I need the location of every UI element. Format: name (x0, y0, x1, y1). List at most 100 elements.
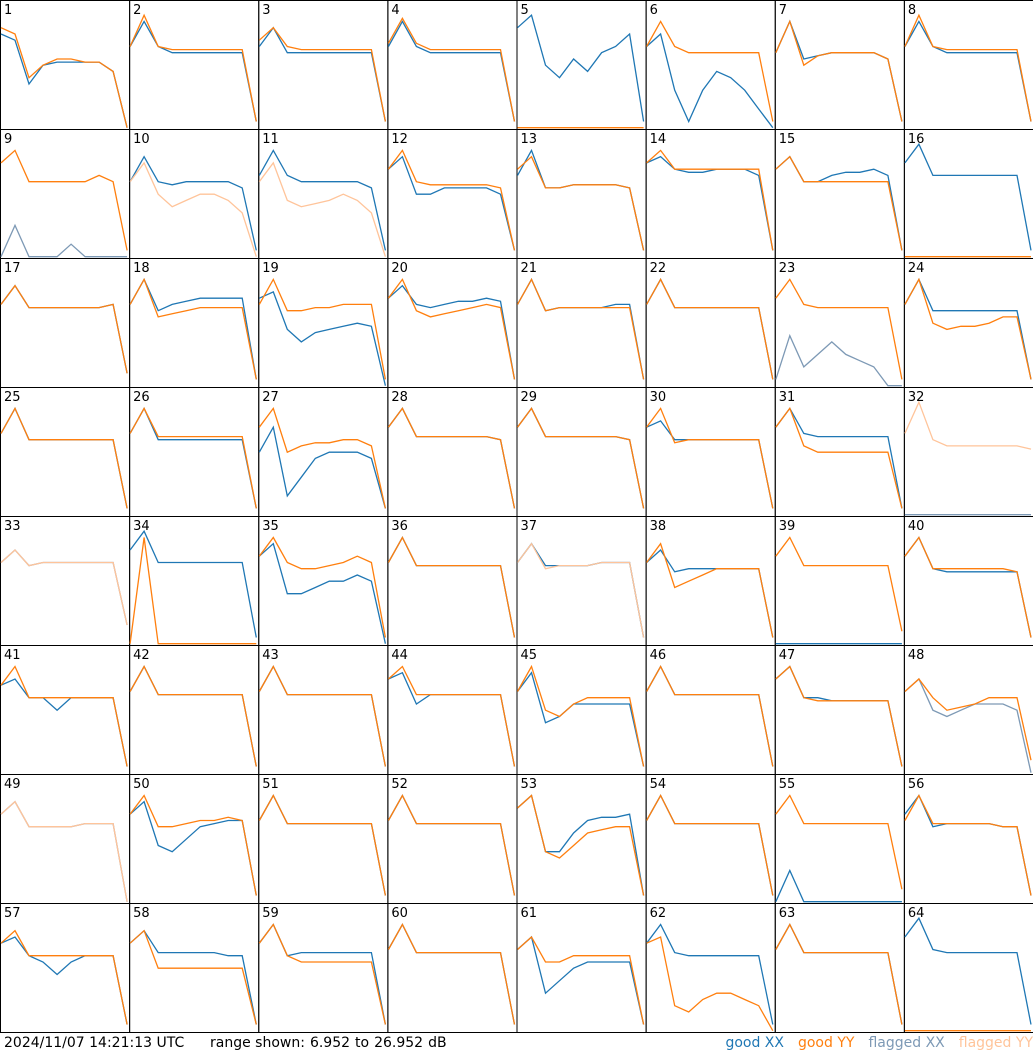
panel-label: 10 (133, 132, 150, 147)
panel-label: 3 (262, 3, 270, 18)
spectrum-yy (258, 923, 387, 1025)
panel-label: 61 (521, 906, 538, 921)
panel-label: 32 (908, 390, 925, 405)
panel-frame (516, 387, 647, 517)
spectrum-xx (258, 665, 387, 767)
panel-label: 1 (4, 3, 12, 18)
spectrum-xx (258, 794, 387, 896)
panel-label: 38 (650, 519, 667, 534)
spectrum-yy (646, 20, 774, 122)
range-to: to (355, 1035, 370, 1051)
panel-frame (774, 129, 905, 259)
panel-frame (387, 258, 518, 388)
panel-label: 4 (391, 3, 399, 18)
spectrum-xx (516, 542, 645, 638)
panel-label: 15 (779, 132, 796, 147)
spectrum-yy (258, 406, 387, 509)
spectrum-yy (516, 664, 645, 767)
spectrum-xx (258, 542, 387, 644)
panel-frame (774, 0, 905, 130)
spectrum-yy (258, 26, 387, 122)
spectrum-xx (387, 407, 516, 509)
spectrum-xx (904, 277, 1032, 380)
spectrum-xx (904, 142, 1032, 251)
spectrum-xx (387, 923, 516, 1025)
spectrum-yy (904, 400, 1032, 450)
panel-label: 5 (521, 3, 529, 18)
spectrum-xx (904, 20, 1032, 122)
range-info: range shown: 6.952 to 26.952 dB (210, 1033, 447, 1053)
spectrum-yy (387, 923, 516, 1025)
spectrum-yy (775, 923, 903, 1025)
spectrum-yy (646, 278, 774, 380)
panel-frame (645, 516, 776, 646)
spectrum-xx (646, 155, 774, 251)
panel-frame (903, 129, 1033, 259)
footer: 2024/11/07 14:21:13 UTC range shown: 6.95… (0, 1033, 1033, 1053)
spectrum-xx (517, 935, 645, 1025)
spectrum-yy (646, 542, 774, 638)
spectrum-yy (775, 407, 903, 509)
spectrum-yy (516, 407, 645, 509)
panel-label: 27 (262, 390, 279, 405)
panel-frame (258, 903, 389, 1033)
spectrum-yy (904, 794, 1032, 896)
panel-label: 51 (262, 777, 279, 792)
spectrum-xx (258, 923, 387, 1025)
spectrum-yy (387, 794, 516, 896)
spectrum-xx (775, 333, 902, 387)
panel-label: 35 (262, 519, 279, 534)
panel-label: 40 (908, 519, 925, 534)
spectrum-yy (0, 665, 128, 767)
spectrum-xx (646, 32, 774, 129)
panel-label: 18 (133, 261, 150, 276)
panel-label: 39 (779, 519, 796, 534)
panel-frame (387, 516, 518, 646)
panel-frame (129, 774, 260, 904)
panel-frame (774, 774, 905, 904)
panel-frame (258, 0, 389, 130)
panel-label: 41 (4, 648, 21, 663)
panel-frame (516, 129, 647, 259)
spectrum-xx (775, 868, 902, 903)
panel-frame (258, 774, 389, 904)
spectrum-xx (0, 549, 128, 626)
spectrum-yy (0, 549, 128, 626)
panel-label: 43 (262, 648, 279, 663)
panel-frame (0, 645, 131, 775)
panel-label: 16 (908, 132, 925, 147)
spectrum-xx (646, 794, 774, 896)
panel-frame (0, 774, 131, 904)
spectrum-yy (904, 536, 1032, 638)
panel-label: 54 (650, 777, 667, 792)
legend-entry: flagged YY (958, 1035, 1033, 1051)
spectrum-yy (129, 13, 257, 122)
panel-frame (387, 903, 518, 1033)
range-unit: dB (428, 1035, 447, 1051)
panel-label: 60 (391, 906, 408, 921)
spectrum-yy (646, 149, 774, 251)
spectrum-yy (904, 13, 1032, 122)
spectrum-yy (258, 665, 387, 767)
panel-label: 8 (908, 3, 916, 18)
spectrum-xx (259, 291, 387, 386)
spectrum-yy (258, 794, 387, 896)
spectrum-yy (0, 929, 128, 1025)
panel-frame (129, 645, 260, 775)
panel-label: 42 (133, 648, 150, 663)
panel-frame (903, 516, 1033, 646)
panel-frame (645, 258, 776, 388)
panel-frame (258, 516, 389, 646)
spectrum-xx (0, 284, 128, 374)
spectrum-xx (0, 936, 128, 1025)
spectrum-yy (516, 277, 645, 380)
spectrum-xx (516, 407, 645, 509)
spectrum-yy (258, 536, 387, 638)
panel-frame (903, 0, 1033, 130)
spectrum-yy (0, 27, 128, 128)
panel-label: 21 (521, 261, 538, 276)
panel-label: 20 (391, 261, 408, 276)
panel-frame (129, 387, 260, 517)
spectrum-xx (904, 536, 1032, 638)
